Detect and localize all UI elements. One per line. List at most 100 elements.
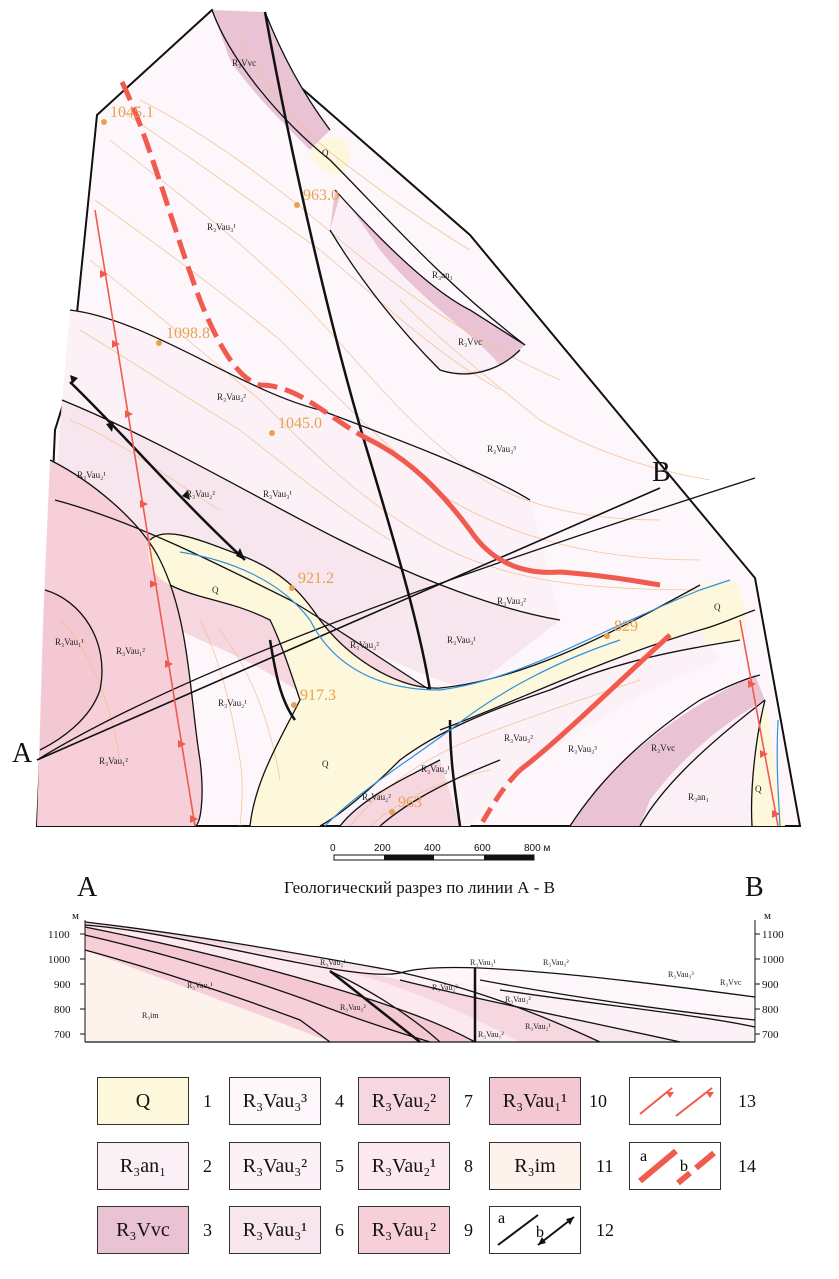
section-layer-vau12	[85, 927, 475, 1042]
scale-bar	[333, 854, 535, 861]
legend-box-4: R₃Vau₃³	[229, 1077, 321, 1125]
label-vau21-bottom: R₃Vau₂¹	[421, 764, 450, 774]
section-layer-vau21	[85, 925, 520, 1042]
label-q-bottom: Q	[322, 759, 329, 769]
legend-box-13	[629, 1077, 721, 1125]
legend-box-11: R₃im	[489, 1142, 581, 1190]
label-vvc-mid: R₃Vvc	[458, 337, 482, 347]
y-tick-right-800: 800	[762, 1004, 779, 1016]
y-ticks-marks	[80, 933, 760, 1035]
legend-num-7: 7	[464, 1091, 473, 1111]
scale-600: 600	[474, 843, 491, 854]
legend-num-2: 2	[203, 1156, 212, 1176]
sec-label-vau11: R₃Vau₁¹	[187, 981, 213, 990]
thrust-red-symbol-icon	[639, 1087, 714, 1117]
legend-box-14: a b	[629, 1142, 721, 1190]
unit-vvc-top-area	[212, 10, 330, 150]
red-fault-ticks	[100, 270, 780, 823]
section-unit-left: м	[72, 910, 79, 922]
label-vau21-lower: R₃Vau₂¹	[218, 698, 247, 708]
legend-label-4: R₃Vau₃³	[242, 1089, 308, 1112]
sec-label-im: R₃im	[142, 1011, 159, 1020]
legend-num-6: 6	[335, 1220, 344, 1240]
unit-vau22-bottom-area	[340, 760, 460, 826]
legend-12-sub-b: b	[536, 1224, 544, 1241]
section-unit-right: м	[764, 910, 771, 922]
label-vau22-center: R₃Vau₂²	[350, 640, 379, 650]
fault-ticks	[70, 375, 245, 560]
red-faults	[94, 80, 779, 828]
legend-num-11: 11	[596, 1156, 614, 1176]
label-q-mid: Q	[212, 585, 219, 595]
label-vau12-mid: R₃Vau₁²	[116, 646, 145, 656]
elev-1098-8: 1098.8	[166, 325, 210, 342]
legend-box-1: Q	[97, 1077, 189, 1125]
elev-963: 963	[398, 794, 422, 811]
section-layer-vau22	[85, 922, 600, 1042]
sec-label-vau22-rr: R₃Vau₂²	[505, 995, 531, 1004]
legend-num-5: 5	[335, 1156, 344, 1176]
label-an-bottom: R₃an₁	[688, 792, 709, 802]
label-vau12-left: R₃Vau₂¹	[77, 470, 106, 480]
label-q-top: Q	[322, 148, 329, 158]
label-an-upper: R₃an₁	[432, 270, 453, 280]
section-layer-vau33	[400, 967, 755, 1020]
section-layer-im	[85, 950, 330, 1042]
section-b-label: B	[745, 872, 764, 903]
label-vau31-mid: R₃Vau₃¹	[263, 489, 292, 499]
legend-box-6: R₃Vau₃¹	[229, 1206, 321, 1254]
y-tick-right-900: 900	[762, 979, 779, 991]
unit-vau31-area	[55, 400, 560, 690]
unit-vvc-bottom-area	[570, 675, 765, 826]
unit-an1-bottom-area	[640, 700, 765, 826]
y-tick-right-1000: 1000	[762, 954, 785, 966]
label-vau33-right: R₃Vau₃³	[487, 444, 516, 454]
label-q-corner: Q	[755, 784, 762, 794]
geologic-map: 1045.1 963.0 1098.8 1045.0 921.2 829 917…	[35, 8, 802, 861]
scale-400: 400	[424, 843, 441, 854]
sec-label-vau21-r: R₃Vau₂¹	[525, 1022, 551, 1031]
point-b-label: B	[652, 457, 671, 488]
section-contacts	[84, 921, 756, 1043]
legend-label-7: R₃Vau₂²	[371, 1089, 437, 1112]
y-tick-left-800: 800	[54, 1004, 71, 1016]
legend-label-6: R₃Vau₃¹	[242, 1218, 308, 1241]
faults-black	[69, 11, 462, 827]
label-q-right: Q	[714, 602, 721, 612]
legend-box-9: R₃Vau₁²	[358, 1206, 450, 1254]
legend-label-5: R₃Vau₃²	[242, 1154, 308, 1177]
section-y-axis-left: м 1100 1000 900 800 700	[48, 910, 79, 1041]
label-vvc-top: R₃Vvc	[232, 58, 256, 68]
legend-label-9: R₃Vau₁²	[371, 1218, 437, 1241]
section-a-label: A	[77, 872, 98, 903]
sec-label-vau13-top: R₃Vau₃¹	[470, 958, 496, 967]
unit-vau11-area	[40, 590, 102, 750]
scale-0: 0	[330, 843, 336, 854]
legend-box-3: R₃Vvc	[97, 1206, 189, 1254]
y-tick-right-700: 700	[762, 1029, 779, 1041]
label-vau31-center: R₃Vau₃¹	[447, 635, 476, 645]
scale-200: 200	[374, 843, 391, 854]
fault-black-symbol-icon: a b	[497, 1210, 575, 1246]
label-vau32-bottom: R₃Vau₃²	[504, 733, 533, 743]
label-vau12-bottom: R₃Vau₁²	[99, 756, 128, 766]
section-labels: R₃im R₃Vau₁¹ R₃Vau₂¹ R₃Vau₂² R₃Vau₁² R₃V…	[142, 958, 742, 1039]
elev-829: 829	[614, 618, 638, 635]
legend-label-8: R₃Vau₂¹	[371, 1154, 437, 1177]
legend-label-11: R₃im	[514, 1154, 556, 1177]
section-faults	[329, 968, 477, 1043]
y-tick-left-1100: 1100	[48, 929, 70, 941]
sec-label-vau12-lower: R₃Vau₁²	[478, 1030, 504, 1039]
cross-section: м 1100 1000 900 800 700 м 1100 1000 900 …	[48, 910, 785, 1043]
legend-box-5: R₃Vau₃²	[229, 1142, 321, 1190]
sec-label-vvc: R₃Vvc	[720, 978, 742, 987]
legend-label-2: R₃an₁	[119, 1154, 167, 1177]
legend-num-8: 8	[464, 1156, 473, 1176]
legend-num-14: 14	[738, 1156, 756, 1176]
fault-red-symbol-icon: a b	[638, 1148, 716, 1186]
label-vau33-bottom: R₃Vau₃³	[568, 744, 597, 754]
legend-14-sub-a: a	[640, 1148, 647, 1165]
elevation-points	[101, 119, 610, 815]
legend-num-9: 9	[464, 1220, 473, 1240]
legend-box-8: R₃Vau₂¹	[358, 1142, 450, 1190]
